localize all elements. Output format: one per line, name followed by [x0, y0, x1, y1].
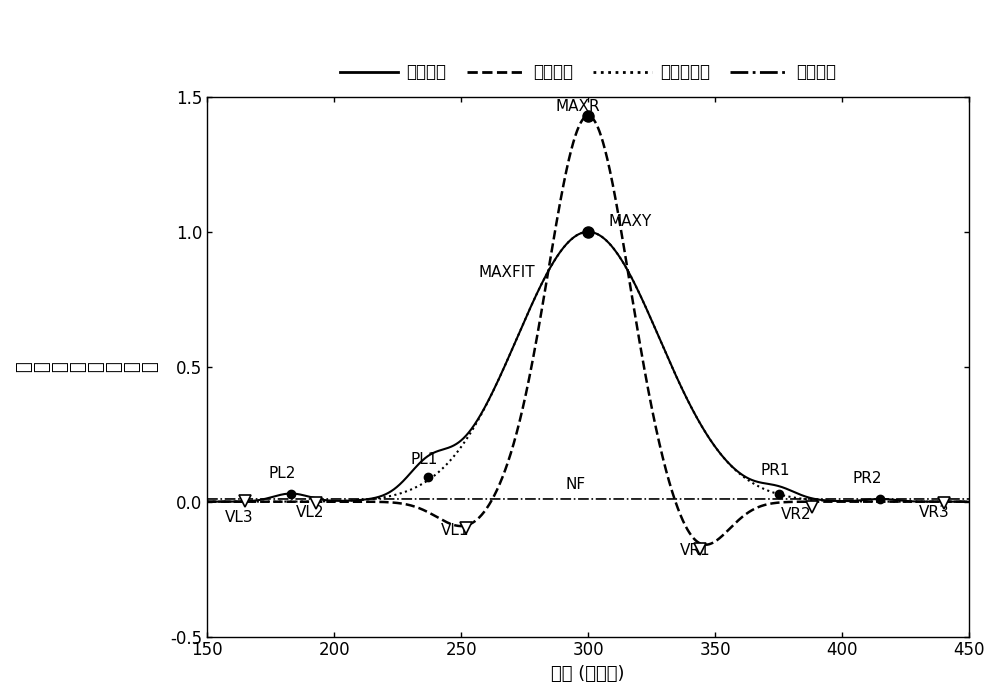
Text: PL2: PL2	[268, 466, 295, 481]
Text: VL2: VL2	[296, 505, 325, 520]
Text: VR1: VR1	[680, 542, 710, 558]
Text: PL1: PL1	[410, 452, 438, 466]
Y-axis label: 归
一
化
功
率
谱
密
度: 归 一 化 功 率 谱 密 度	[15, 362, 159, 372]
Text: VL3: VL3	[225, 510, 254, 525]
Text: NF: NF	[565, 477, 585, 492]
Text: VR3: VR3	[918, 505, 949, 520]
Text: PR1: PR1	[761, 463, 790, 478]
Text: PR2: PR2	[852, 471, 882, 486]
Text: MAXFIT: MAXFIT	[479, 265, 536, 281]
Text: VR2: VR2	[781, 507, 812, 522]
X-axis label: 频率 (兆赫兹): 频率 (兆赫兹)	[551, 665, 625, 683]
Text: VL1: VL1	[441, 523, 469, 537]
Legend: 原始信号, 锐化信号, 单高斯拟合, 本底噪声: 原始信号, 锐化信号, 单高斯拟合, 本底噪声	[333, 57, 843, 88]
Text: MAXR: MAXR	[555, 99, 600, 114]
Text: MAXY: MAXY	[608, 214, 652, 229]
